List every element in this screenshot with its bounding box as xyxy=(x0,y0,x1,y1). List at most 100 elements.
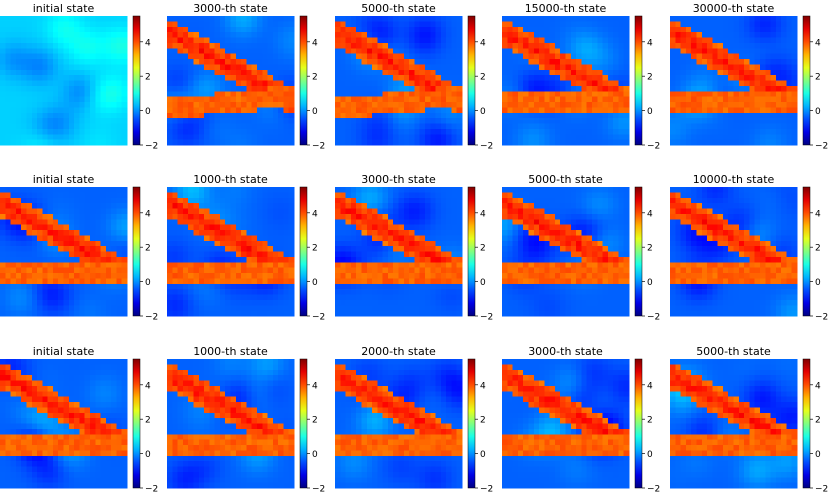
panel-title: 5000-th state xyxy=(696,345,771,358)
panel-r2-c4: 5000-th state −2 0 2 4 xyxy=(502,173,660,323)
colorbar: −2 0 2 4 xyxy=(467,186,493,323)
colorbar-tick-label: 0 xyxy=(145,450,151,460)
panel-title: initial state xyxy=(33,173,95,186)
colorbar: −2 0 2 4 xyxy=(467,15,493,152)
panel-r1-c2: 3000-th state −2 0 2 4 xyxy=(167,2,325,152)
colorbar-tick-label: 4 xyxy=(647,209,653,219)
heatmap-image xyxy=(670,187,798,317)
colorbar-tick-label: 4 xyxy=(145,209,151,219)
colorbar-tick-label: 0 xyxy=(647,107,653,117)
colorbar-tick-label: 0 xyxy=(480,107,486,117)
panel-r3-c4: 3000-th state −2 0 2 4 xyxy=(502,345,660,495)
colorbar-tick-label: 0 xyxy=(815,450,821,460)
heatmap-image xyxy=(502,16,630,146)
panel-r3-c3: 2000-th state −2 0 2 4 xyxy=(335,345,493,495)
colorbar-tick-label: 2 xyxy=(480,73,486,83)
panel-title: 3000-th state xyxy=(361,173,436,186)
colorbar-tick-label: 4 xyxy=(647,381,653,391)
panel-title: initial state xyxy=(33,345,95,358)
colorbar-tick-label: 4 xyxy=(480,381,486,391)
panel-title: 5000-th state xyxy=(361,2,436,15)
colorbar-tick-label: −2 xyxy=(647,313,660,323)
panel-r2-c2: 1000-th state −2 0 2 4 xyxy=(167,173,325,323)
colorbar: −2 0 2 4 xyxy=(299,358,325,495)
colorbar-tick-label: −2 xyxy=(145,313,158,323)
colorbar-tick-label: −2 xyxy=(815,313,828,323)
colorbar-tick-label: 0 xyxy=(480,450,486,460)
colorbar: −2 0 2 4 xyxy=(634,15,660,152)
panel-title: 1000-th state xyxy=(193,173,268,186)
heatmap-image xyxy=(0,187,128,317)
heatmap-image xyxy=(167,187,295,317)
panel-title: 2000-th state xyxy=(361,345,436,358)
colorbar-tick-label: −2 xyxy=(480,142,493,152)
colorbar-tick-label: 2 xyxy=(480,244,486,254)
panel-r3-c2: 1000-th state −2 0 2 4 xyxy=(167,345,325,495)
colorbar-tick-label: −2 xyxy=(815,485,828,495)
colorbar: −2 0 2 4 xyxy=(634,186,660,323)
colorbar: −2 0 2 4 xyxy=(132,186,158,323)
panel-title: 30000-th state xyxy=(693,2,775,15)
colorbar-tick-label: 2 xyxy=(815,244,821,254)
colorbar-tick-label: −2 xyxy=(145,485,158,495)
heatmap-image xyxy=(0,16,128,146)
colorbar: −2 0 2 4 xyxy=(802,15,828,152)
colorbar-tick-label: 0 xyxy=(815,278,821,288)
colorbar-tick-label: 2 xyxy=(312,244,318,254)
panel-title: 10000-th state xyxy=(693,173,775,186)
colorbar: −2 0 2 4 xyxy=(299,15,325,152)
colorbar-tick-label: −2 xyxy=(647,485,660,495)
colorbar-tick-label: 2 xyxy=(647,416,653,426)
heatmap-image xyxy=(502,359,630,489)
colorbar-tick-label: 4 xyxy=(145,38,151,48)
colorbar-tick-label: 2 xyxy=(815,416,821,426)
colorbar-tick-label: −2 xyxy=(480,313,493,323)
colorbar-tick-label: 4 xyxy=(815,381,821,391)
heatmap-image xyxy=(335,16,463,146)
heatmap-image xyxy=(0,359,128,489)
panel-r3-c1: initial state −2 0 2 4 xyxy=(0,345,158,495)
colorbar-tick-label: 0 xyxy=(312,450,318,460)
colorbar-tick-label: 2 xyxy=(145,244,151,254)
colorbar-tick-label: 0 xyxy=(647,278,653,288)
colorbar: −2 0 2 4 xyxy=(467,358,493,495)
panel-r2-c5: 10000-th state −2 0 2 4 xyxy=(670,173,828,323)
colorbar: −2 0 2 4 xyxy=(132,358,158,495)
colorbar-tick-label: −2 xyxy=(312,142,325,152)
heatmap-image xyxy=(335,359,463,489)
colorbar-tick-label: 4 xyxy=(145,381,151,391)
colorbar-tick-label: 2 xyxy=(815,73,821,83)
colorbar-tick-label: 2 xyxy=(647,244,653,254)
colorbar-tick-label: 2 xyxy=(647,73,653,83)
heatmap-image xyxy=(670,16,798,146)
panel-r3-c5: 5000-th state −2 0 2 4 xyxy=(670,345,828,495)
colorbar-tick-label: −2 xyxy=(312,313,325,323)
colorbar: −2 0 2 4 xyxy=(802,358,828,495)
colorbar-tick-label: 4 xyxy=(480,209,486,219)
colorbar-tick-label: 0 xyxy=(815,107,821,117)
colorbar-tick-label: 0 xyxy=(312,278,318,288)
heatmap-image xyxy=(167,16,295,146)
colorbar-tick-label: 4 xyxy=(312,381,318,391)
colorbar-tick-label: 0 xyxy=(145,278,151,288)
heatmap-image xyxy=(502,187,630,317)
colorbar-tick-label: 0 xyxy=(145,107,151,117)
colorbar-tick-label: −2 xyxy=(145,142,158,152)
colorbar-tick-label: −2 xyxy=(312,485,325,495)
colorbar-tick-label: 2 xyxy=(312,416,318,426)
panel-r1-c5: 30000-th state −2 0 2 4 xyxy=(670,2,828,152)
colorbar: −2 0 2 4 xyxy=(802,186,828,323)
heatmap-image xyxy=(335,187,463,317)
colorbar-tick-label: 2 xyxy=(312,73,318,83)
panel-r1-c3: 5000-th state −2 0 2 4 xyxy=(335,2,493,152)
colorbar-tick-label: −2 xyxy=(647,142,660,152)
colorbar: −2 0 2 4 xyxy=(299,186,325,323)
panel-r2-c1: initial state −2 0 2 4 xyxy=(0,173,158,323)
colorbar-tick-label: 4 xyxy=(312,38,318,48)
colorbar-tick-label: 0 xyxy=(647,450,653,460)
colorbar-tick-label: 4 xyxy=(480,38,486,48)
colorbar-tick-label: −2 xyxy=(480,485,493,495)
panel-title: initial state xyxy=(33,2,95,15)
colorbar-tick-label: 2 xyxy=(480,416,486,426)
